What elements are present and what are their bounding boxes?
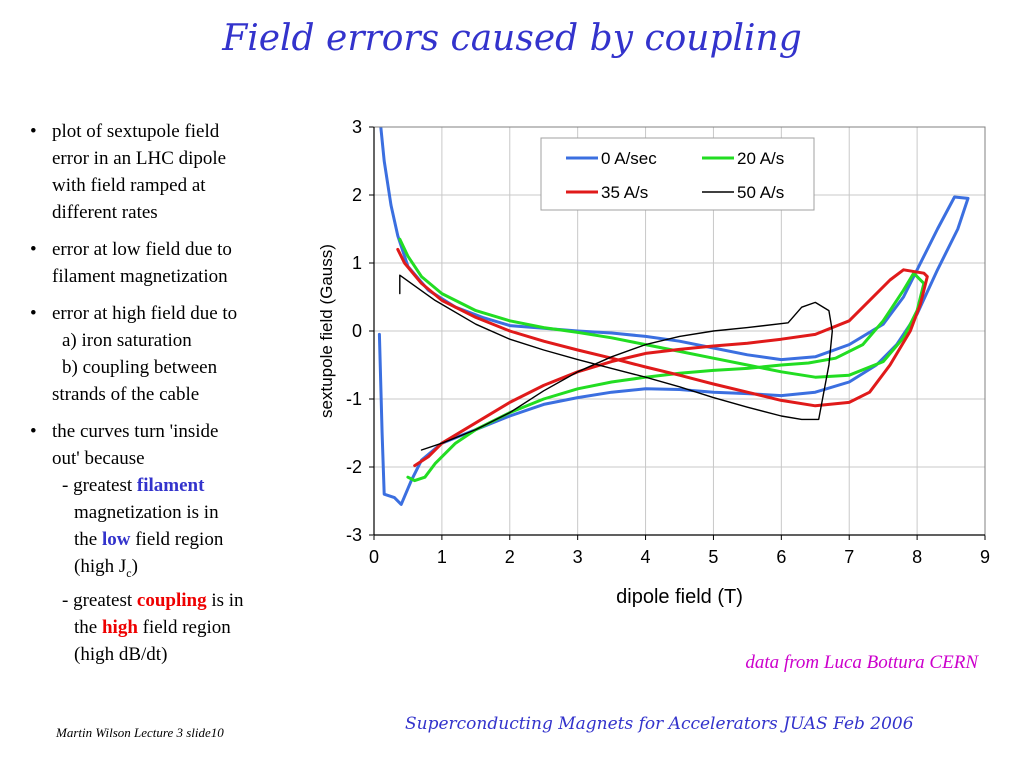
bullet-line: (high dB/dt) [74, 643, 168, 665]
text-run: is in [206, 589, 244, 611]
highlight-filament: filament [136, 475, 205, 496]
bullet-line: different rates [52, 202, 158, 223]
bullet-line: error at high field due to [52, 303, 238, 324]
bullet-item: • error at high field due to a) iron sat… [28, 300, 298, 408]
x-tick-label: 7 [844, 547, 854, 567]
bullet-line: error at low field due to [52, 239, 232, 260]
slide-title: Field errors caused by coupling [222, 18, 802, 59]
series-line [396, 247, 929, 468]
legend-label: 0 A/sec [601, 149, 657, 168]
legend: 0 A/sec 20 A/s 35 A/s 50 A/s [540, 137, 815, 211]
y-axis-label: sextupole field (Gauss) [317, 244, 336, 418]
axes: 0 1 2 3 4 5 6 7 8 9 3 2 1 0 -1 -2 -3 [346, 117, 990, 567]
text-run: the [74, 616, 102, 638]
text-run: field region [137, 616, 231, 638]
y-tick-label: 2 [352, 185, 362, 205]
x-tick-label: 0 [369, 547, 379, 567]
chart-svg: 0 1 2 3 4 5 6 7 8 9 3 2 1 0 -1 -2 -3 dipole field (T) se… [317, 117, 990, 608]
highlight-low: low [101, 529, 131, 550]
series-layer [377, 127, 970, 506]
bullet-item: • plot of sextupole field error in an LH… [28, 118, 298, 226]
bullet-line: error in an LHC dipole [52, 148, 227, 169]
x-tick-label: 2 [505, 547, 515, 567]
subscript: c [126, 565, 132, 580]
text-run: (high J [74, 556, 127, 577]
x-tick-label: 3 [573, 547, 583, 567]
bullet-line: the curves turn 'inside [52, 421, 219, 442]
y-tick-label: 3 [352, 117, 362, 137]
text-run: the [74, 529, 102, 550]
legend-label: 50 A/s [737, 183, 784, 202]
legend-label: 20 A/s [737, 149, 784, 168]
legend-label: 35 A/s [601, 183, 648, 202]
bullet-item: • the curves turn 'inside out' because -… [28, 418, 298, 668]
bullet-line: b) coupling between [62, 357, 218, 378]
bullet-line: magnetization is in [74, 502, 219, 523]
x-axis-label: dipole field (T) [616, 586, 743, 608]
bullet-dot: • [30, 121, 37, 142]
series-line [399, 274, 833, 451]
footer-lecture: Martin Wilson Lecture 3 slide10 [56, 725, 224, 740]
bullet-line: out' because [52, 448, 145, 469]
y-tick-label: 0 [352, 321, 362, 341]
bullet-line: the high field region [52, 614, 298, 641]
text-run: - greatest [62, 475, 137, 496]
bullet-line: with field ramped at [52, 175, 206, 196]
highlight-coupling: coupling [136, 589, 207, 611]
bullet-dot: • [30, 303, 37, 324]
bullet-line: plot of sextupole field [52, 121, 220, 142]
x-tick-label: 9 [980, 547, 990, 567]
bullet-line: strands of the cable [52, 384, 200, 405]
x-tick-label: 4 [641, 547, 651, 567]
y-tick-label: -2 [346, 457, 362, 477]
data-credit: data from Luca Bottura CERN [745, 652, 978, 673]
series-line [398, 237, 926, 483]
bullet-line: a) iron saturation [62, 330, 192, 351]
x-tick-label: 1 [437, 547, 447, 567]
x-tick-label: 6 [776, 547, 786, 567]
text-run: ) [131, 556, 138, 577]
y-tick-label: 1 [352, 253, 362, 273]
x-tick-label: 5 [708, 547, 718, 567]
footer-course: Superconducting Magnets for Accelerators… [405, 714, 914, 734]
x-tick-label: 8 [912, 547, 922, 567]
highlight-high: high [101, 616, 138, 638]
text-run: field region [130, 529, 224, 550]
bullet-dot: • [30, 239, 37, 260]
y-tick-label: -1 [346, 389, 362, 409]
bullet-list: • plot of sextupole field error in an LH… [28, 118, 298, 678]
bullet-line: (high Jc) [52, 553, 298, 587]
text-run: - greatest [62, 589, 137, 611]
bullet-line: - greatest coupling is in [52, 587, 298, 614]
bullet-line: - greatest filament [52, 472, 298, 499]
y-tick-label: -3 [346, 525, 362, 545]
bullet-dot: • [30, 421, 37, 442]
bullet-line: filament magnetization [52, 266, 228, 287]
chart: 0 1 2 3 4 5 6 7 8 9 3 2 1 0 -1 -2 -3 dipole field (T) se… [300, 110, 1010, 630]
legend-box [540, 137, 815, 211]
bullet-line: the low field region [52, 526, 298, 553]
bullet-item: • error at low field due to filament mag… [28, 236, 298, 290]
